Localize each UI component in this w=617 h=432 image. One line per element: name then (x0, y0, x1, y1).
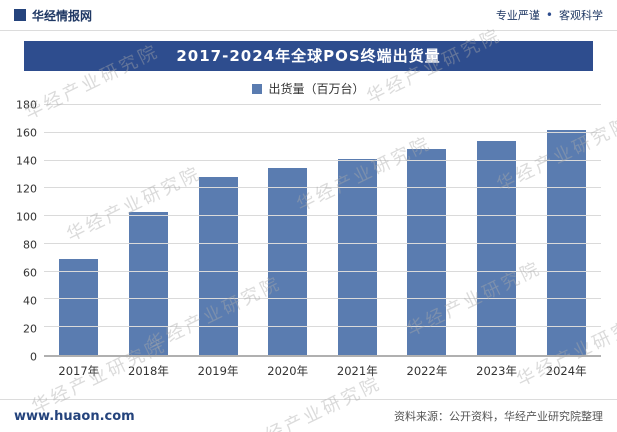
source-text: 资料来源：公开资料，华经产业研究院整理 (394, 410, 603, 423)
bar-chart: 0 20 40 60 80 100 120 140 160 180 2017年 2018年 2019年… (12, 99, 601, 379)
bar-cell (114, 105, 184, 355)
bar-cell (462, 105, 532, 355)
gridline (44, 242, 601, 244)
y-tick-label: 20 (23, 322, 37, 336)
gridline (44, 270, 601, 272)
gridline (44, 298, 601, 300)
bar-2023年 (477, 141, 517, 355)
bar-cell (44, 105, 114, 355)
y-tick-label: 140 (16, 154, 37, 168)
bar-2024年 (546, 130, 586, 355)
bar-2017年 (59, 259, 99, 355)
brand-logo-icon (14, 9, 26, 21)
bar-2018年 (128, 211, 168, 355)
site-footer: www.huaon.com 资料来源：公开资料，华经产业研究院整理 (0, 399, 617, 432)
y-axis: 0 20 40 60 80 100 120 140 160 180 (12, 99, 44, 364)
bar-2022年 (407, 149, 447, 355)
y-tick-label: 0 (30, 350, 37, 364)
brand: 华经情报网 (14, 7, 92, 24)
y-tick-label: 120 (16, 182, 37, 196)
legend-label: 出货量（百万台） (268, 82, 365, 96)
x-tick-label: 2021年 (336, 364, 378, 378)
bar-cell (392, 105, 462, 355)
gridline (44, 131, 601, 133)
chart-title: 2017-2024年全球POS终端出货量 (24, 41, 593, 71)
x-tick-label: 2018年 (128, 364, 169, 378)
bars (44, 105, 601, 355)
gridline (44, 104, 601, 105)
plot-area (44, 104, 601, 357)
gridline (44, 159, 601, 161)
bar-cell (183, 105, 253, 355)
bar-2021年 (337, 159, 377, 355)
y-tick-label: 80 (23, 238, 37, 252)
y-tick-label: 180 (16, 98, 37, 112)
bar-cell (531, 105, 601, 355)
x-tick-label: 2024年 (545, 364, 587, 378)
bar-cell (253, 105, 323, 355)
brand-name: 华经情报网 (32, 8, 93, 23)
legend-swatch-icon (252, 83, 263, 94)
x-tick-label: 2019年 (197, 364, 239, 378)
x-tick-label: 2017年 (58, 364, 100, 378)
site-header: 华经情报网 专业严谨 • 客观科学 (0, 0, 617, 31)
website-link[interactable]: www.huaon.com (14, 408, 135, 424)
y-tick-label: 100 (16, 210, 37, 224)
gridline (44, 187, 601, 189)
y-tick-label: 40 (23, 294, 37, 308)
bar-cell (323, 105, 393, 355)
x-tick-label: 2023年 (476, 364, 517, 378)
chart-legend: 出货量（百万台） (0, 80, 617, 97)
bar-2019年 (198, 177, 238, 355)
slogan-right: 客观科学 (559, 9, 603, 22)
x-tick-label: 2022年 (406, 364, 448, 378)
gridline (44, 326, 601, 328)
gridline (44, 215, 601, 217)
slogan-left: 专业严谨 (495, 9, 540, 22)
slogan: 专业严谨 • 客观科学 (496, 7, 603, 23)
y-tick-label: 60 (23, 266, 37, 280)
y-tick-label: 160 (16, 126, 37, 140)
bar-2020年 (268, 167, 308, 355)
x-tick-label: 2020年 (267, 364, 309, 378)
x-axis: 2017年 2018年 2019年 2020年 2021年 2022年 2023年 2024年 (44, 363, 601, 379)
dot-separator-icon: • (545, 8, 553, 22)
